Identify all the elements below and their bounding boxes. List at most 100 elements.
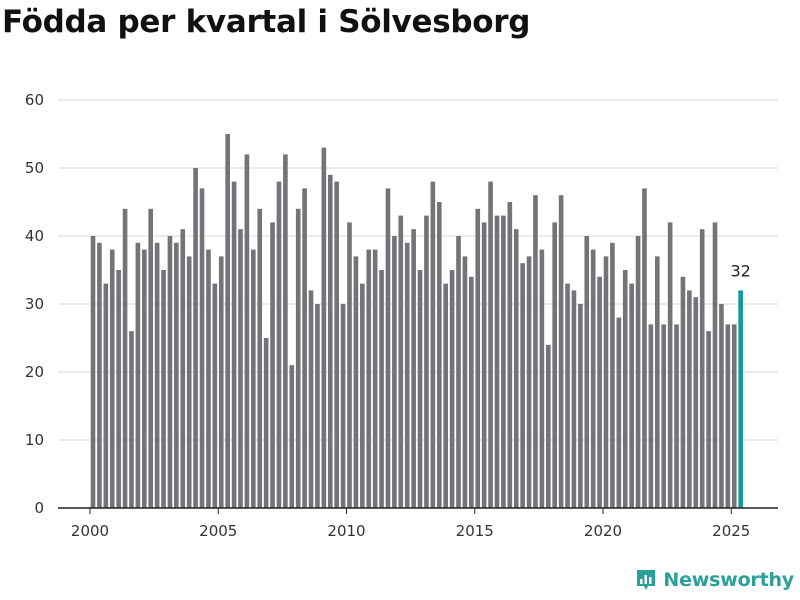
- chart-title: Födda per kvartal i Sölvesborg: [2, 4, 531, 40]
- bar: [578, 304, 583, 508]
- bar: [404, 242, 410, 509]
- bar: [706, 331, 711, 508]
- bar: [327, 174, 333, 509]
- y-tick-label: 10: [25, 431, 44, 449]
- bar: [642, 188, 647, 508]
- bar: [231, 181, 237, 508]
- bar: [469, 276, 474, 508]
- bar: [475, 208, 481, 509]
- y-tick-label: 50: [25, 159, 44, 177]
- bar-highlight: [738, 290, 743, 508]
- bar: [270, 222, 275, 508]
- bar: [725, 324, 731, 508]
- bar: [629, 283, 634, 508]
- bar: [680, 276, 686, 508]
- bar: [545, 344, 551, 508]
- y-tick-label: 60: [25, 91, 44, 109]
- bar: [654, 256, 660, 508]
- y-tick-label: 30: [25, 295, 44, 313]
- bar: [661, 324, 667, 508]
- bar: [481, 222, 487, 508]
- brand-footer: Newsworthy: [635, 568, 794, 592]
- bar: [379, 270, 384, 508]
- bar: [372, 249, 378, 508]
- bar: [161, 270, 166, 508]
- bar: [398, 215, 404, 508]
- bar: [610, 242, 615, 509]
- bar: [507, 202, 513, 508]
- bar: [244, 154, 250, 508]
- bar: [263, 338, 269, 508]
- x-axis-ticks: 2000 2005 2010 2015 2020 2025: [71, 508, 750, 540]
- bar-series: [90, 134, 743, 509]
- bar: [443, 283, 448, 508]
- y-tick-label: 40: [25, 227, 44, 245]
- bar: [90, 236, 96, 508]
- bar: [302, 188, 307, 508]
- bar: [616, 317, 622, 508]
- bar: [731, 324, 737, 508]
- bar: [488, 181, 493, 508]
- bar: [622, 270, 628, 508]
- bar: [308, 290, 314, 508]
- bar: [687, 290, 692, 508]
- bar: [449, 270, 455, 508]
- bar: [392, 236, 397, 508]
- bar: [667, 222, 673, 508]
- x-tick-label: 2000: [71, 522, 109, 540]
- bar: [116, 270, 121, 508]
- bar: [494, 215, 500, 508]
- y-tick-label: 0: [34, 499, 44, 517]
- bar: [501, 215, 506, 508]
- y-tick-label: 20: [25, 363, 44, 381]
- bar: [590, 249, 596, 508]
- bar: [693, 297, 699, 508]
- bar: [340, 304, 346, 508]
- bar: [533, 195, 538, 508]
- bar: [109, 249, 115, 508]
- bar: [603, 256, 609, 508]
- bar: [417, 270, 423, 508]
- bar: [141, 249, 147, 508]
- bar: [193, 168, 198, 508]
- bar: [276, 181, 282, 508]
- bar: [206, 249, 211, 508]
- bar: [699, 229, 705, 508]
- bar: [648, 324, 654, 508]
- bar: [315, 304, 320, 508]
- bar: [411, 229, 416, 508]
- bar: [565, 283, 570, 508]
- x-tick-label: 2020: [584, 522, 622, 540]
- bar: [321, 147, 327, 508]
- bar: [283, 154, 288, 508]
- bar: [186, 256, 192, 508]
- bar: [719, 304, 724, 508]
- bar: [225, 134, 230, 508]
- x-tick-label: 2025: [712, 522, 750, 540]
- bar: [212, 283, 218, 508]
- bar: [436, 202, 442, 508]
- bar: [552, 222, 558, 508]
- bar: [456, 236, 461, 508]
- bar: [289, 365, 295, 508]
- bar: [558, 195, 564, 508]
- bar: [251, 249, 256, 508]
- bar: [148, 208, 154, 509]
- bar: [199, 188, 205, 508]
- bar: [635, 236, 641, 508]
- bar: [360, 283, 365, 508]
- bar: [238, 229, 243, 508]
- highlight-value-label: 32: [730, 261, 750, 280]
- bar: [154, 242, 160, 509]
- bar: [520, 263, 525, 508]
- bar: [167, 236, 173, 508]
- bar: [353, 256, 359, 508]
- bar: [174, 242, 179, 509]
- bar: [366, 249, 372, 508]
- bar: [462, 256, 468, 508]
- bar: [539, 249, 545, 508]
- bar: [334, 181, 339, 508]
- bar: [129, 331, 134, 508]
- brand-name: Newsworthy: [663, 569, 794, 591]
